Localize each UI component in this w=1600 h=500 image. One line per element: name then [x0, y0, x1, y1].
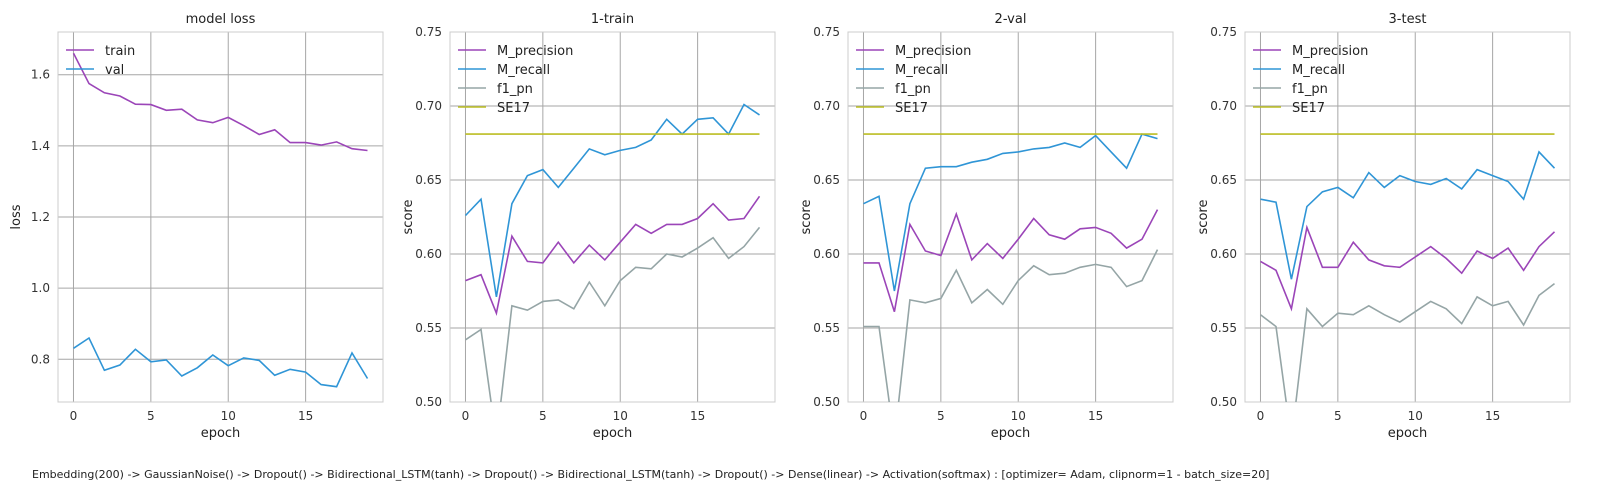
y-tick-label: 0.8: [31, 352, 50, 366]
series-line-m-precision: [465, 195, 761, 316]
y-tick-label: 0.55: [1210, 321, 1237, 335]
chart-1-train: 0 5 10 15 0.50 0.55 0.60 0.65 0.70 0.75 1-train epo…: [401, 12, 776, 441]
legend-label-se17: SE17: [497, 101, 530, 116]
y-tick-label: 0.50: [1210, 395, 1237, 409]
y-tick-label: 0.65: [415, 173, 442, 187]
x-tick-label: 15: [690, 409, 705, 423]
y-tick-label: 0.55: [415, 321, 442, 335]
series-line-m-precision: [863, 209, 1159, 312]
y-tick-label: 0.70: [415, 99, 442, 113]
plot-frame: [1244, 31, 1571, 403]
y-tick-label: 1.6: [31, 68, 50, 82]
series-line-train: [72, 52, 368, 152]
y-tick-label: 0.65: [813, 173, 840, 187]
y-tick-label: 1.4: [31, 139, 50, 153]
y-tick-label: 1.0: [31, 281, 50, 295]
y-tick-label: 0.50: [415, 395, 442, 409]
x-tick-label: 15: [1485, 409, 1500, 423]
y-tick-label: 0.60: [415, 247, 442, 261]
series-line-f1-pn: [465, 226, 761, 402]
legend-label-m-recall: M_recall: [895, 63, 948, 78]
y-tick-label: 0.75: [1210, 25, 1237, 39]
chart-model-loss: 0 5 10 15 0.8 1.0 1.2 1.4 1.6 model loss epoch loss…: [9, 12, 384, 441]
legend-label-se17: SE17: [895, 101, 928, 116]
legend: M_precision M_recall f1_pn SE17: [458, 44, 573, 116]
x-tick-label: 15: [1088, 409, 1103, 423]
y-tick-label: 0.60: [813, 247, 840, 261]
series-line-f1-pn: [863, 249, 1159, 402]
legend-label-val: val: [105, 63, 124, 78]
y-axis-label: score: [401, 200, 416, 235]
y-tick-label: 0.65: [1210, 173, 1237, 187]
chart-title: 2-val: [995, 12, 1027, 27]
legend-label-train: train: [105, 44, 135, 59]
x-tick-label: 5: [937, 409, 945, 423]
chart-3-test: 0 5 10 15 0.50 0.55 0.60 0.65 0.70 0.75 3-test epoc…: [1196, 12, 1571, 441]
x-tick-label: 10: [221, 409, 236, 423]
series-line-m-recall: [1260, 150, 1556, 280]
y-tick-label: 0.75: [415, 25, 442, 39]
series-line-m-precision: [1260, 224, 1556, 312]
chart-title: 3-test: [1389, 12, 1427, 27]
legend: M_precision M_recall f1_pn SE17: [1253, 44, 1368, 116]
series-line-m-recall: [863, 133, 1158, 292]
legend: M_precision M_recall f1_pn SE17: [856, 44, 971, 116]
chart-title: model loss: [186, 12, 256, 27]
series-line-m-recall: [464, 103, 760, 298]
plot-frame: [847, 31, 1174, 403]
legend-label-m-precision: M_precision: [895, 44, 971, 59]
legend-label-f1-pn: f1_pn: [895, 82, 931, 97]
x-axis-label: epoch: [991, 426, 1031, 441]
y-axis-label: score: [799, 200, 814, 235]
x-tick-label: 15: [298, 409, 313, 423]
x-tick-label: 0: [860, 409, 868, 423]
x-tick-label: 10: [1408, 409, 1423, 423]
x-tick-label: 5: [147, 409, 155, 423]
plot-frame: [449, 31, 776, 403]
y-tick-label: 0.50: [813, 395, 840, 409]
chart-title: 1-train: [591, 12, 634, 27]
x-axis-label: epoch: [201, 426, 241, 441]
x-axis-label: epoch: [1388, 426, 1428, 441]
y-tick-label: 0.70: [813, 99, 840, 113]
y-tick-label: 0.75: [813, 25, 840, 39]
y-tick-label: 0.60: [1210, 247, 1237, 261]
series-line-val: [73, 336, 369, 388]
x-tick-label: 10: [613, 409, 628, 423]
y-tick-label: 1.2: [31, 210, 50, 224]
x-tick-label: 0: [462, 409, 470, 423]
y-tick-label: 0.55: [813, 321, 840, 335]
model-architecture-caption: Embedding(200) -> GaussianNoise() -> Dro…: [32, 468, 1270, 481]
x-tick-label: 5: [539, 409, 547, 423]
y-tick-label: 0.70: [1210, 99, 1237, 113]
y-axis-label: loss: [9, 204, 24, 229]
series-line-f1-pn: [1260, 282, 1555, 402]
x-tick-label: 5: [1334, 409, 1342, 423]
x-tick-label: 0: [70, 409, 78, 423]
chart-2-val: 0 5 10 15 0.50 0.55 0.60 0.65 0.70 0.75 2-val epoch…: [799, 12, 1174, 441]
legend-label-m-recall: M_recall: [497, 63, 550, 78]
legend-label-m-recall: M_recall: [1292, 63, 1345, 78]
legend-label-se17: SE17: [1292, 101, 1325, 116]
legend-label-f1-pn: f1_pn: [497, 82, 533, 97]
legend-label-m-precision: M_precision: [1292, 44, 1368, 59]
x-tick-label: 10: [1011, 409, 1026, 423]
legend-label-f1-pn: f1_pn: [1292, 82, 1328, 97]
legend-label-m-precision: M_precision: [497, 44, 573, 59]
x-axis-label: epoch: [593, 426, 633, 441]
legend: train val: [66, 44, 135, 78]
plot-frame: [57, 31, 384, 403]
y-axis-label: score: [1196, 200, 1211, 235]
x-tick-label: 0: [1257, 409, 1265, 423]
